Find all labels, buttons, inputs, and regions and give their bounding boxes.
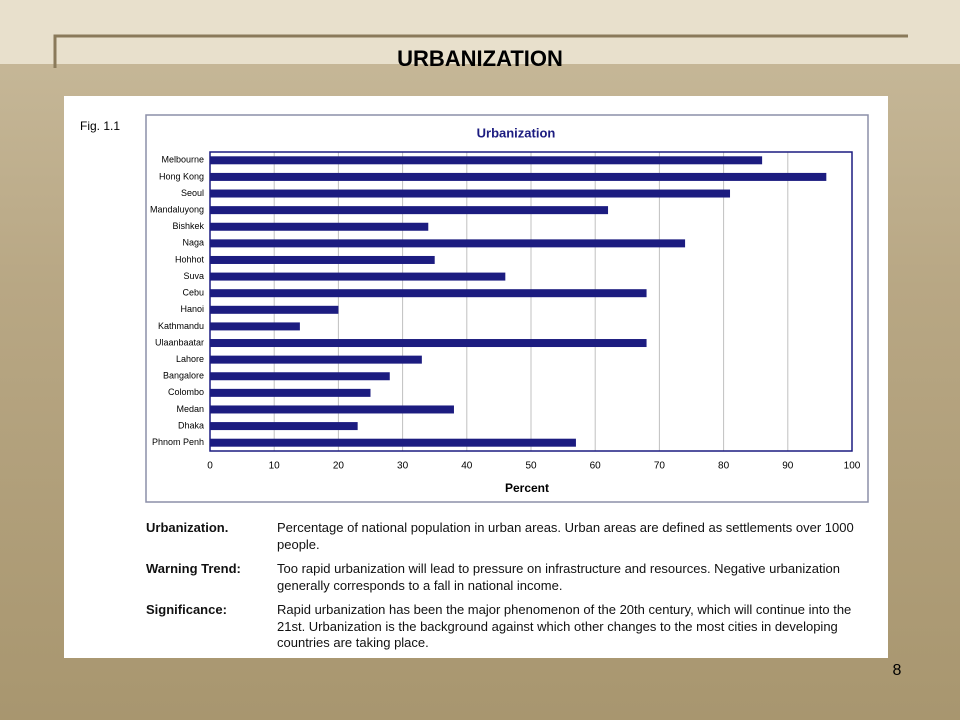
- y-tick-label: Ulaanbaatar: [155, 337, 204, 347]
- y-tick-label: Bishkek: [172, 221, 204, 231]
- definition-term: Significance:: [146, 602, 227, 617]
- bar: [210, 388, 371, 397]
- plot-frame: [209, 151, 853, 452]
- bar: [210, 405, 454, 414]
- x-tick-label: 80: [718, 461, 730, 472]
- x-tick-label: 70: [654, 461, 666, 472]
- definition-text: Percentage of national population in urb…: [277, 520, 854, 552]
- figure-label: Fig. 1.1: [80, 119, 120, 133]
- y-tick-label: Medan: [176, 404, 204, 414]
- definition-term: Warning Trend:: [146, 561, 241, 576]
- x-tick-label: 10: [269, 461, 281, 472]
- x-tick-label: 90: [782, 461, 794, 472]
- x-tick-label: 60: [590, 461, 602, 472]
- y-tick-label: Mandaluyong: [150, 205, 204, 215]
- definition-term: Urbanization.: [146, 520, 229, 535]
- bar: [210, 355, 422, 364]
- y-tick-label: Dhaka: [178, 420, 204, 430]
- bar: [210, 272, 506, 281]
- y-tick-label: Hanoi: [180, 304, 204, 314]
- bar: [210, 305, 339, 314]
- x-tick-label: 100: [844, 461, 861, 472]
- y-tick-label: Hohhot: [175, 254, 205, 264]
- y-tick-label: Seoul: [181, 188, 204, 198]
- bar: [210, 255, 435, 264]
- chart-title: Urbanization: [477, 125, 556, 140]
- frame-line: [53, 34, 908, 68]
- x-tick-label: 30: [397, 461, 409, 472]
- definition-text: Too rapid urbanization will lead to pres…: [277, 561, 840, 593]
- y-tick-label: Melbourne: [161, 155, 204, 165]
- bar: [210, 289, 647, 298]
- page-number: 8: [893, 662, 902, 679]
- bar: [210, 206, 609, 215]
- y-tick-label: Cebu: [182, 288, 204, 298]
- y-tick-label: Kathmandu: [158, 321, 204, 331]
- y-tick-label: Phnom Penh: [152, 437, 204, 447]
- y-tick-label: Suva: [183, 271, 204, 281]
- y-tick-label: Bangalore: [163, 371, 204, 381]
- bar: [210, 438, 576, 447]
- bar: [210, 189, 731, 198]
- bar: [210, 156, 763, 165]
- x-tick-label: 0: [207, 461, 213, 472]
- bar: [210, 372, 390, 381]
- y-tick-label: Hong Kong: [159, 171, 204, 181]
- x-tick-label: 50: [525, 461, 537, 472]
- bar: [210, 422, 358, 431]
- y-tick-label: Colombo: [168, 387, 204, 397]
- y-tick-label: Naga: [182, 238, 204, 248]
- bar: [210, 339, 647, 348]
- bar: [210, 239, 686, 248]
- x-tick-label: 40: [461, 461, 473, 472]
- banner: [0, 0, 960, 64]
- slide-title: URBANIZATION: [397, 46, 563, 71]
- bar: [210, 172, 827, 181]
- y-tick-label: Lahore: [176, 354, 204, 364]
- bar: [210, 222, 429, 231]
- x-tick-label: 20: [333, 461, 345, 472]
- definition-text: Rapid urbanization has been the major ph…: [277, 602, 852, 650]
- x-axis-label: Percent: [505, 481, 549, 495]
- bar: [210, 322, 300, 331]
